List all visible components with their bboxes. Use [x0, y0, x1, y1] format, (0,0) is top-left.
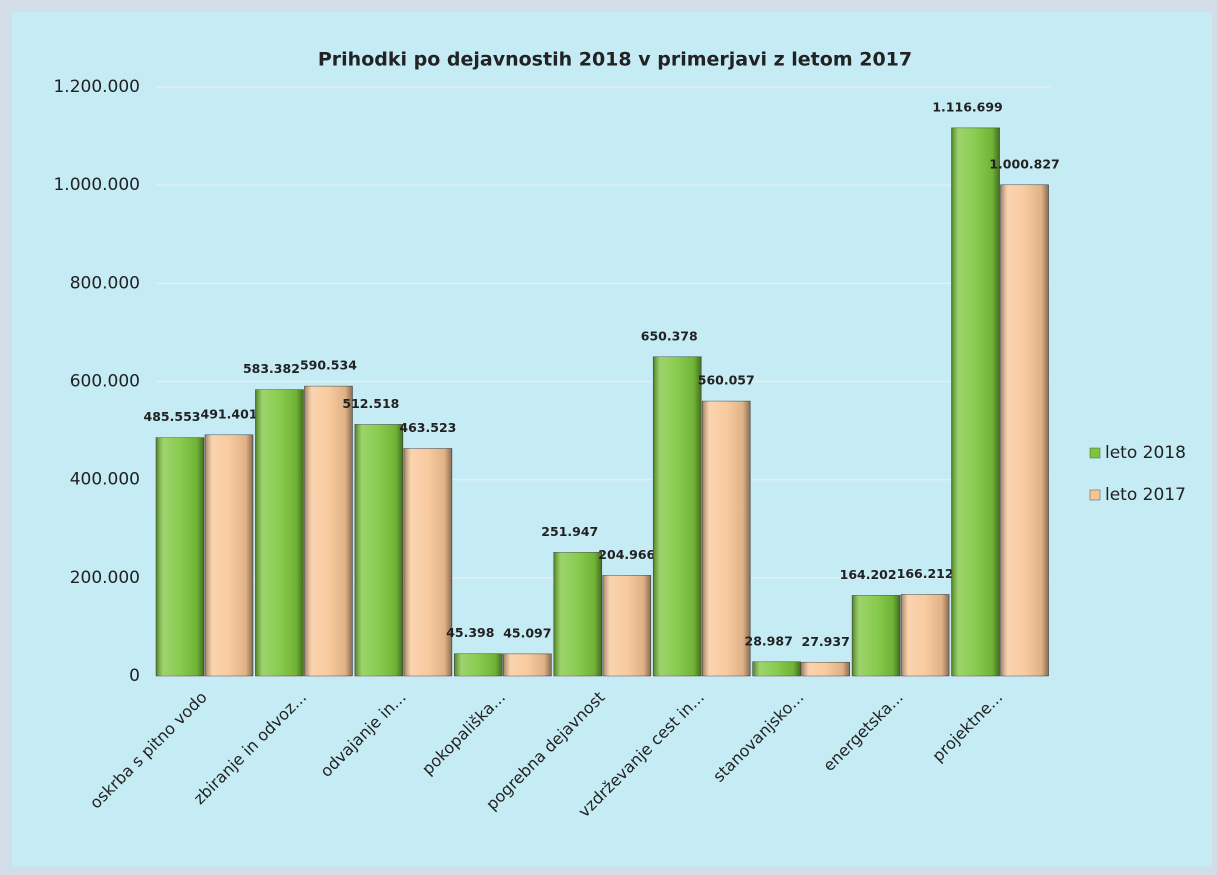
bar: [354, 424, 404, 677]
bar: [851, 595, 901, 677]
data-label: 485.553: [144, 409, 201, 424]
bar: [951, 127, 1000, 677]
data-label: 251.947: [541, 524, 598, 539]
y-tick-label: 800.000: [70, 273, 140, 293]
bar: [454, 653, 503, 677]
bar: [801, 661, 850, 677]
legend-label: leto 2017: [1105, 485, 1186, 505]
data-label: 590.534: [300, 358, 357, 373]
data-label: 28.987: [745, 633, 793, 648]
bar: [403, 448, 453, 677]
bar: [503, 653, 552, 677]
y-tick-label: 1.000.000: [53, 175, 140, 195]
y-tick-label: 400.000: [70, 470, 140, 490]
data-label: 204.966: [598, 547, 655, 562]
y-tick-label: 600.000: [70, 372, 140, 392]
data-label: 45.398: [446, 625, 494, 640]
data-label: 45.097: [503, 625, 551, 640]
data-label: 166.212: [897, 566, 954, 581]
bar: [155, 437, 205, 677]
data-label: 27.937: [802, 634, 850, 649]
chart-title: Prihodki po dejavnostih 2018 v primerjav…: [318, 49, 912, 71]
legend-label: leto 2018: [1105, 443, 1186, 463]
y-tick-label: 0: [129, 666, 140, 686]
y-tick-label: 1.200.000: [53, 77, 140, 97]
bar: [553, 552, 603, 677]
bar: [304, 385, 353, 677]
data-label: 491.401: [201, 406, 258, 421]
bar: [652, 356, 702, 677]
data-label: 463.523: [399, 420, 456, 435]
data-label: 1.116.699: [932, 99, 1002, 114]
data-label: 560.057: [698, 373, 755, 388]
legend-swatch: [1089, 447, 1101, 459]
bar: [900, 594, 950, 677]
bar: [701, 400, 751, 677]
y-tick-label: 200.000: [70, 568, 140, 588]
bar: [255, 389, 304, 677]
bar: [1000, 184, 1049, 677]
data-label: 650.378: [641, 328, 698, 343]
bar: [602, 575, 652, 677]
data-label: 512.518: [342, 396, 399, 411]
bar: [752, 661, 801, 677]
data-label: 583.382: [243, 361, 300, 376]
data-label: 1.000.827: [989, 156, 1059, 171]
bar: [204, 434, 254, 677]
legend-swatch: [1089, 489, 1101, 501]
data-label: 164.202: [840, 567, 897, 582]
